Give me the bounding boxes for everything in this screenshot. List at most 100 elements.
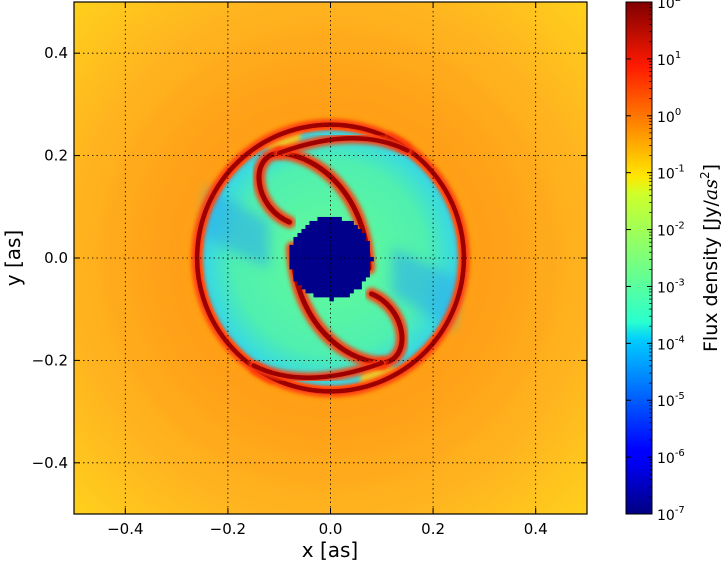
hole-pixel <box>329 264 334 270</box>
hole-pixel <box>333 240 338 246</box>
hole-pixel <box>353 260 358 266</box>
hole-pixel <box>325 292 330 298</box>
colorbar-ticks: 10210110010-110-210-310-410-510-610-7 <box>626 0 685 524</box>
hole-pixel <box>345 248 350 254</box>
central-hole <box>289 216 374 302</box>
hole-pixel <box>345 288 350 294</box>
hole-pixel <box>325 272 330 278</box>
hole-pixel <box>313 284 318 290</box>
hole-pixel <box>305 224 310 230</box>
hole-pixel <box>345 244 350 250</box>
hole-pixel <box>337 216 342 222</box>
hole-pixel <box>293 268 298 274</box>
hole-pixel <box>297 280 302 286</box>
hole-pixel <box>341 276 346 282</box>
colorbar-label-close: ] <box>700 164 722 171</box>
hole-pixel <box>321 280 326 286</box>
hole-pixel <box>321 236 326 242</box>
hole-pixel <box>297 260 302 266</box>
hole-pixel <box>317 240 322 246</box>
hole-pixel <box>313 276 318 282</box>
hole-pixel <box>345 236 350 242</box>
y-tick-label: −0.4 <box>32 454 68 472</box>
hole-pixel <box>349 236 354 242</box>
hole-pixel <box>301 252 306 258</box>
hole-pixel <box>313 252 318 258</box>
hole-pixel <box>341 248 346 254</box>
colorbar-tick-exp: -5 <box>675 391 685 402</box>
hole-pixel <box>321 244 326 250</box>
hole-pixel <box>321 240 326 246</box>
cavity-shadow-left <box>202 186 269 269</box>
hole-pixel <box>349 264 354 270</box>
hole-pixel <box>305 232 310 238</box>
hole-pixel <box>365 268 370 274</box>
hole-pixel <box>313 268 318 274</box>
hole-pixel <box>341 284 346 290</box>
hole-pixel <box>341 256 346 262</box>
hole-pixel <box>337 268 342 274</box>
hole-pixel <box>333 252 338 258</box>
hole-pixel <box>317 280 322 286</box>
hole-pixel <box>289 260 294 266</box>
colorbar-tick-base: 10 <box>657 508 675 524</box>
hole-pixel <box>297 248 302 254</box>
spiral-arm-lower <box>369 291 405 366</box>
colorbar-tick-exp: 0 <box>675 107 681 118</box>
hole-pixel <box>317 260 322 266</box>
hole-pixel <box>349 220 354 226</box>
hole-pixel <box>313 248 318 254</box>
hole-pixel <box>305 260 310 266</box>
hole-pixel <box>321 220 326 226</box>
hole-pixel <box>345 268 350 274</box>
hole-pixel <box>341 236 346 242</box>
hole-pixel <box>365 252 370 258</box>
hole-pixel <box>305 244 310 250</box>
hole-pixel <box>349 268 354 274</box>
colorbar <box>625 1 653 515</box>
hole-pixel <box>349 256 354 262</box>
hole-pixel <box>329 288 334 294</box>
hole-pixel <box>305 276 310 282</box>
hole-pixel <box>317 216 322 222</box>
axis-ticks: −0.4 −0.2 0.0 0.2 0.4 −0.4 −0.2 0.0 0.2 0.4 <box>32 2 587 538</box>
hole-pixel <box>333 232 338 238</box>
hole-pixel <box>337 256 342 262</box>
grid-lines <box>74 2 587 514</box>
hole-pixel <box>317 228 322 234</box>
hole-pixel <box>301 248 306 254</box>
hole-pixel <box>337 272 342 278</box>
hole-pixel <box>321 224 326 230</box>
colorbar-tick-base: 10 <box>657 110 675 126</box>
hole-pixel <box>341 260 346 266</box>
hole-pixel <box>293 244 298 250</box>
hole-pixel <box>293 276 298 282</box>
hole-pixel <box>301 240 306 246</box>
hole-pixel <box>349 252 354 258</box>
hole-pixel <box>329 280 334 286</box>
hole-pixel <box>329 260 334 266</box>
x-axis-label: x [as] <box>302 538 358 562</box>
colorbar-tick-label: 100 <box>657 107 681 126</box>
hole-pixel <box>365 260 370 266</box>
colorbar-tick-base: 10 <box>657 53 675 69</box>
hole-pixel <box>305 268 310 274</box>
hole-pixel <box>333 256 338 262</box>
hole-pixel <box>345 228 350 234</box>
hole-pixel <box>313 264 318 270</box>
hole-pixel <box>305 284 310 290</box>
hole-pixel <box>329 256 334 262</box>
hole-pixel <box>337 248 342 254</box>
hole-pixel <box>293 252 298 258</box>
hole-pixel <box>289 248 294 254</box>
hole-pixel <box>325 252 330 258</box>
hole-pixel <box>317 284 322 290</box>
hole-pixel <box>321 256 326 262</box>
hole-pixel <box>313 260 318 266</box>
hole-pixel <box>293 272 298 278</box>
hole-pixel <box>329 252 334 258</box>
hole-pixel <box>321 228 326 234</box>
hole-pixel <box>305 272 310 278</box>
hole-pixel <box>317 244 322 250</box>
colorbar-tick-base: 10 <box>657 280 675 296</box>
